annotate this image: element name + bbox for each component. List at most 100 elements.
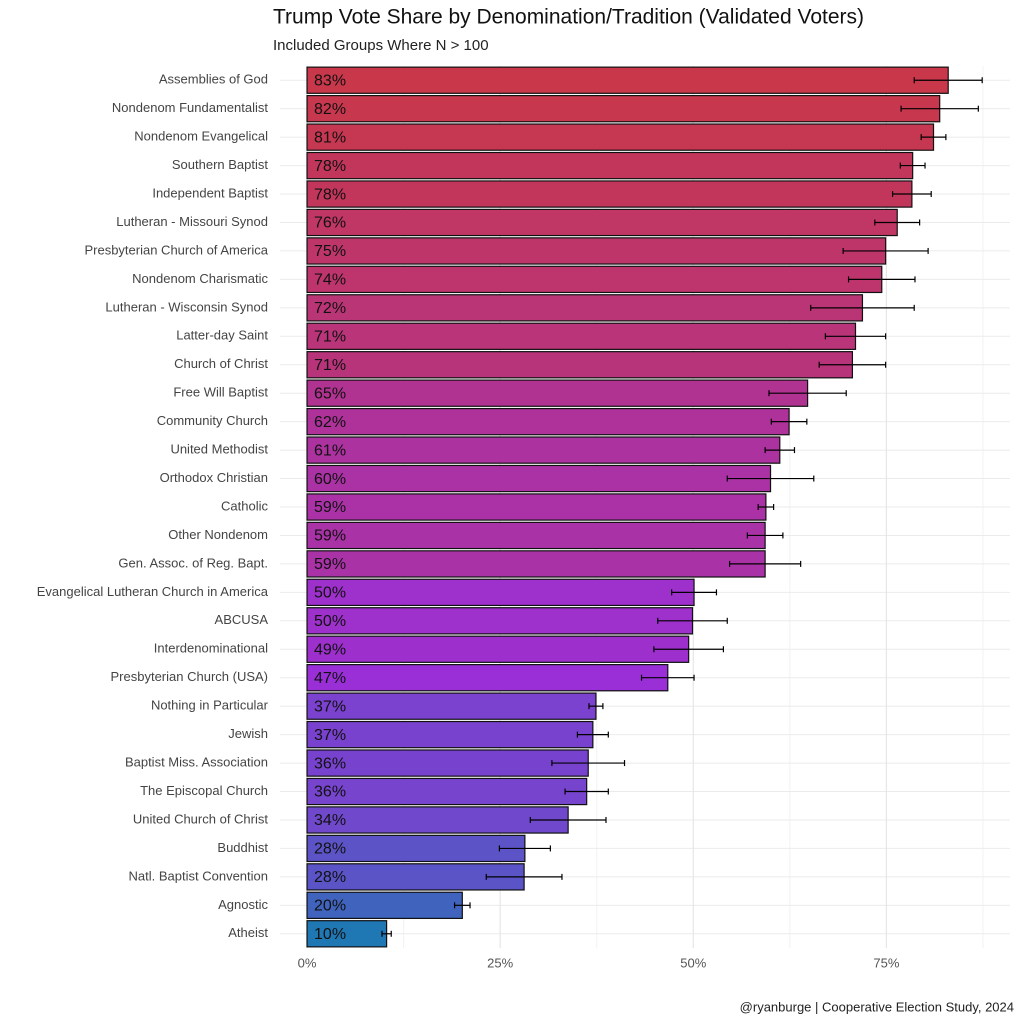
- category-label: Atheist: [228, 925, 268, 940]
- bar: [306, 720, 594, 749]
- category-label: Independent Baptist: [152, 185, 268, 200]
- value-label: 76%: [314, 215, 346, 232]
- bar: [306, 749, 589, 777]
- value-label: 59%: [314, 556, 346, 573]
- bar: [306, 464, 772, 493]
- bar: [306, 294, 864, 322]
- category-label: United Church of Christ: [133, 811, 268, 826]
- error-bar: [770, 418, 808, 425]
- error-bar: [818, 361, 887, 368]
- chart-subtitle: Included Groups Where N > 100: [273, 37, 489, 54]
- category-label: Interdenominational: [154, 641, 268, 656]
- bar: [306, 237, 887, 265]
- category-label: Buddhist: [217, 840, 268, 855]
- error-bar: [768, 390, 847, 397]
- error-bar: [588, 703, 604, 710]
- error-bar: [576, 731, 609, 738]
- error-bar: [653, 646, 725, 653]
- error-bar: [485, 873, 563, 880]
- value-label: 83%: [314, 72, 346, 89]
- error-bar: [757, 504, 775, 510]
- bar: [306, 578, 695, 607]
- value-label: 20%: [314, 898, 346, 915]
- marks: Assemblies of God 83% Nondenom Fundamental…: [37, 66, 983, 948]
- bar: [306, 379, 809, 407]
- bar: [306, 94, 941, 123]
- category-label: Free Will Baptist: [173, 385, 268, 400]
- error-bar: [657, 617, 728, 624]
- category-label: Presbyterian Church of America: [84, 242, 268, 257]
- error-bar: [498, 845, 551, 852]
- category-label: Catholic: [221, 498, 268, 513]
- error-bar: [529, 816, 607, 823]
- bar: [306, 322, 857, 350]
- value-label: 74%: [314, 272, 346, 289]
- bar: [306, 123, 935, 151]
- bar: [306, 66, 949, 94]
- category-label: The Episcopal Church: [140, 783, 268, 798]
- error-bar: [874, 219, 921, 226]
- value-label: 34%: [314, 812, 346, 829]
- category-label: Presbyterian Church (USA): [111, 669, 269, 684]
- error-bar: [728, 560, 802, 567]
- value-label: 28%: [314, 869, 346, 886]
- value-label: 50%: [314, 585, 346, 602]
- category-label: Nondenom Fundamentalist: [112, 100, 268, 115]
- bar: [306, 521, 766, 550]
- value-label: 28%: [314, 841, 346, 858]
- value-label: 49%: [314, 641, 346, 658]
- bar: [306, 607, 694, 635]
- category-label: Nondenom Evangelical: [134, 129, 268, 144]
- bar: [306, 777, 588, 806]
- category-label: Church of Christ: [174, 356, 268, 371]
- category-label: Orthodox Christian: [160, 470, 268, 485]
- category-label: Baptist Miss. Association: [125, 755, 268, 770]
- value-label: 71%: [314, 357, 346, 374]
- bar: [306, 436, 781, 464]
- category-label: Gen. Assoc. of Reg. Bapt.: [118, 555, 268, 570]
- bar: [306, 208, 898, 237]
- error-bar: [913, 77, 983, 84]
- value-label: 37%: [314, 727, 346, 744]
- caption: @ryanburge | Cooperative Election Study,…: [740, 999, 1014, 1014]
- category-label: Nondenom Charismatic: [132, 271, 268, 286]
- value-label: 10%: [314, 926, 346, 943]
- value-label: 36%: [314, 784, 346, 801]
- bar: [306, 920, 388, 948]
- error-bar: [891, 191, 932, 198]
- x-tick-label: 50%: [680, 955, 706, 970]
- error-bar: [726, 475, 815, 482]
- bar: [306, 863, 525, 891]
- value-label: 72%: [314, 300, 346, 317]
- category-label: Community Church: [157, 413, 268, 428]
- bar: [306, 806, 569, 834]
- category-label: United Methodist: [170, 442, 268, 457]
- error-bar: [453, 902, 471, 909]
- bar: [306, 635, 690, 663]
- category-label: Jewish: [228, 726, 268, 741]
- error-bar: [671, 589, 718, 596]
- value-label: 78%: [314, 158, 346, 175]
- value-label: 61%: [314, 442, 346, 459]
- bar: [306, 265, 883, 294]
- error-bar: [551, 760, 626, 767]
- value-label: 78%: [314, 186, 346, 203]
- x-tick-label: 75%: [873, 955, 899, 970]
- error-bar: [746, 532, 784, 539]
- error-bar: [847, 276, 916, 283]
- category-label: Other Nondenom: [168, 527, 268, 542]
- bar: [306, 891, 463, 920]
- bar: [306, 407, 790, 436]
- category-label: Evangelical Lutheran Church in America: [37, 584, 269, 599]
- bar: [306, 493, 767, 521]
- value-label: 65%: [314, 385, 346, 402]
- error-bar: [564, 788, 609, 795]
- error-bar: [824, 333, 887, 340]
- bar: [306, 151, 914, 180]
- value-label: 59%: [314, 528, 346, 545]
- value-label: 60%: [314, 471, 346, 488]
- value-label: 37%: [314, 698, 346, 715]
- error-bar: [920, 134, 947, 141]
- category-label: Lutheran - Missouri Synod: [116, 214, 268, 229]
